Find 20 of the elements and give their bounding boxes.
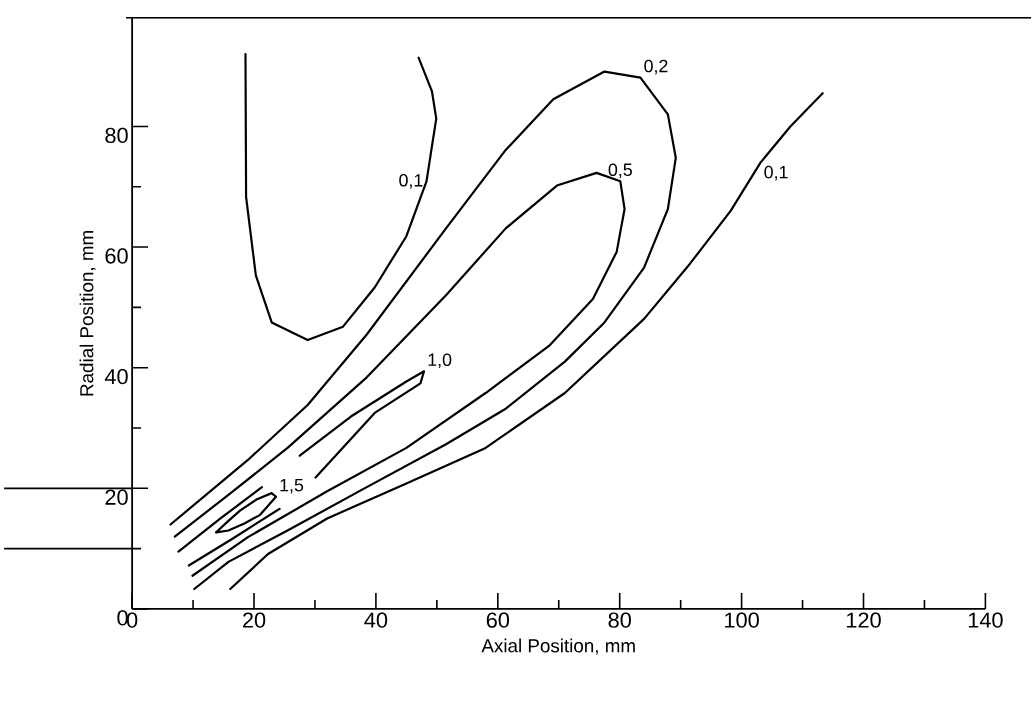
- x-axis-title: Axial Position, mm: [481, 638, 635, 655]
- series-label: 0,2: [644, 59, 668, 75]
- y-axis-title: Radial Position, mm: [79, 230, 96, 396]
- x-tick-label: 0: [126, 612, 138, 628]
- series-label: 1,0: [428, 353, 452, 369]
- x-tick-label: 20: [243, 612, 266, 628]
- x-tick-label: 60: [486, 612, 510, 628]
- series-label: 0,1: [764, 165, 788, 181]
- x-tick-label: 100: [725, 612, 759, 628]
- y-tick-label: 80: [105, 127, 128, 143]
- x-tick-label: 120: [847, 612, 881, 628]
- y-tick-label: 40: [104, 368, 128, 385]
- series-label: 0,1: [399, 173, 423, 189]
- x-tick-label: 80: [608, 612, 631, 628]
- series-label: 1,5: [280, 478, 304, 494]
- y-tick-label: 20: [105, 489, 128, 505]
- x-tick-label: 140: [968, 612, 1003, 628]
- x-tick-label: 40: [364, 612, 388, 628]
- series-label: 0,5: [608, 163, 632, 179]
- y-tick-label: 60: [105, 248, 128, 264]
